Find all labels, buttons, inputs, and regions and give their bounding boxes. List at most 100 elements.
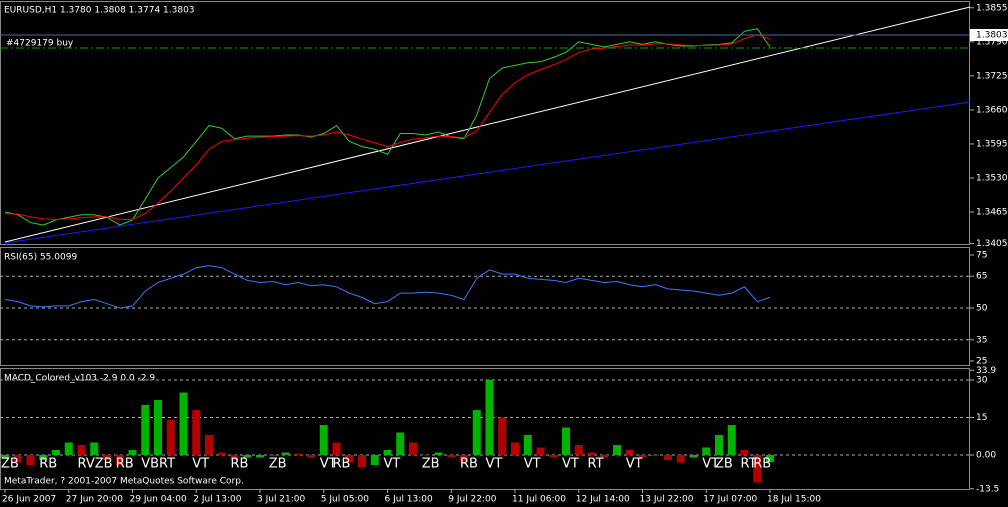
macd-bar bbox=[574, 445, 583, 455]
macd-bar bbox=[192, 410, 201, 455]
macd-bar bbox=[651, 455, 660, 456]
annotation: RB bbox=[753, 457, 771, 472]
y-tick-label: 1.3855 bbox=[976, 3, 1008, 13]
annotation: VT bbox=[192, 457, 209, 472]
macd-bar bbox=[727, 425, 736, 455]
y-tick-label: 1.3790 bbox=[976, 37, 1008, 47]
annotation: VT bbox=[702, 457, 719, 472]
macd-bar bbox=[358, 455, 366, 468]
annotation: ZB bbox=[1, 457, 19, 472]
macd-bar bbox=[205, 435, 213, 455]
macd-bar bbox=[243, 455, 252, 458]
x-tick-label: 17 Jul 07:00 bbox=[703, 495, 757, 505]
series-line bbox=[4, 265, 771, 309]
macd-bar bbox=[523, 435, 532, 455]
annotation: ZB bbox=[715, 457, 733, 472]
macd-bar bbox=[39, 455, 48, 460]
macd-bar bbox=[613, 445, 621, 455]
y-tick-label: 1.3595 bbox=[976, 139, 1008, 149]
macd-bar bbox=[562, 427, 570, 455]
macd-bar bbox=[345, 455, 354, 463]
x-tick-label: 11 Jul 06:00 bbox=[512, 495, 566, 505]
x-tick-label: 5 Jul 05:00 bbox=[321, 495, 370, 505]
x-tick-label: 6 Jul 13:00 bbox=[385, 495, 434, 505]
macd-bar bbox=[447, 455, 456, 458]
macd-bar bbox=[638, 455, 647, 458]
macd-bar bbox=[472, 410, 481, 455]
macd-bar bbox=[664, 455, 672, 460]
footer: MetaTrader, ? 2001-2007 MetaQuotes Softw… bbox=[4, 477, 244, 487]
macd-bar bbox=[128, 450, 137, 455]
macd-bar bbox=[64, 442, 73, 455]
macd-bar bbox=[511, 442, 519, 455]
macd-bar bbox=[52, 450, 60, 455]
y-tick-label: -13.5 bbox=[976, 484, 999, 494]
annotation: VT bbox=[486, 457, 503, 472]
trend-line bbox=[4, 6, 971, 243]
y-tick-label: 1.3660 bbox=[976, 105, 1008, 115]
annotation: ZB bbox=[422, 457, 440, 472]
x-tick-label: 13 Jul 22:00 bbox=[640, 495, 694, 505]
y-tick-label: 30 bbox=[976, 376, 988, 386]
annotation: VT bbox=[524, 457, 541, 472]
series-line bbox=[4, 33, 771, 220]
macd-bar bbox=[383, 450, 392, 455]
y-tick-label: 35 bbox=[976, 335, 987, 345]
macd-bar bbox=[600, 455, 609, 458]
x-tick-label: 18 Jul 15:00 bbox=[767, 495, 821, 505]
macd-bar bbox=[256, 455, 264, 458]
macd-bar bbox=[370, 455, 379, 465]
macd-bar bbox=[77, 445, 86, 455]
x-tick-label: 26 Jun 2007 bbox=[2, 495, 56, 505]
x-tick-label: 27 Jun 20:00 bbox=[66, 495, 123, 505]
price-panel bbox=[0, 1, 970, 245]
macd-bar bbox=[90, 442, 99, 455]
macd-bar bbox=[740, 450, 749, 455]
last-price-label: 1.3803 bbox=[976, 31, 1008, 41]
trend-line bbox=[4, 101, 971, 244]
macd-bar bbox=[332, 442, 341, 455]
order-label: #4729179 buy bbox=[6, 39, 74, 49]
rsi-title: RSI(65) 55.0099 bbox=[4, 253, 77, 263]
rsi-panel bbox=[0, 247, 970, 366]
macd-bar bbox=[294, 453, 303, 455]
annotation: RB bbox=[333, 457, 351, 472]
macd-bar bbox=[460, 455, 468, 463]
macd-bar bbox=[217, 452, 226, 455]
macd-bar bbox=[268, 455, 277, 456]
annotation: VT bbox=[562, 457, 579, 472]
y-tick-label: 15 bbox=[976, 413, 987, 423]
y-tick-label: 1.3725 bbox=[976, 71, 1008, 81]
macd-bar bbox=[689, 455, 698, 458]
y-tick-label: 50 bbox=[976, 303, 988, 313]
x-tick-label: 12 Jul 14:00 bbox=[576, 495, 630, 505]
macd-bar bbox=[154, 400, 162, 455]
macd-bar bbox=[702, 447, 711, 455]
macd-bar bbox=[1, 455, 9, 458]
y-tick-label: 33.9 bbox=[976, 366, 996, 376]
macd-panel bbox=[0, 368, 970, 490]
y-tick-label: 75 bbox=[976, 250, 987, 260]
x-tick-label: 29 Jun 04:00 bbox=[130, 495, 187, 505]
y-tick-label: 1.3405 bbox=[976, 239, 1008, 249]
annotation: RB bbox=[116, 457, 134, 472]
macd-bar bbox=[13, 455, 22, 463]
annotation: RT bbox=[741, 457, 757, 472]
macd-bar bbox=[115, 455, 124, 465]
annotation: RB bbox=[231, 457, 249, 472]
price-box bbox=[970, 29, 1008, 41]
macd-bar bbox=[434, 452, 443, 455]
chart-title: EURUSD,H1 1.3780 1.3808 1.3774 1.3803 bbox=[4, 6, 195, 16]
macd-bar bbox=[230, 455, 239, 460]
macd-bar bbox=[766, 455, 774, 463]
macd-title: MACD_Colored_v103 -2.9 0.0 -2.9 bbox=[4, 374, 155, 384]
y-tick-label: 25 bbox=[976, 356, 987, 366]
macd-bar bbox=[587, 452, 596, 455]
macd-bar bbox=[26, 455, 35, 465]
macd-bar bbox=[625, 450, 634, 455]
annotation: RB bbox=[39, 457, 57, 472]
macd-bar bbox=[421, 455, 430, 456]
annotation: VT bbox=[320, 457, 337, 472]
